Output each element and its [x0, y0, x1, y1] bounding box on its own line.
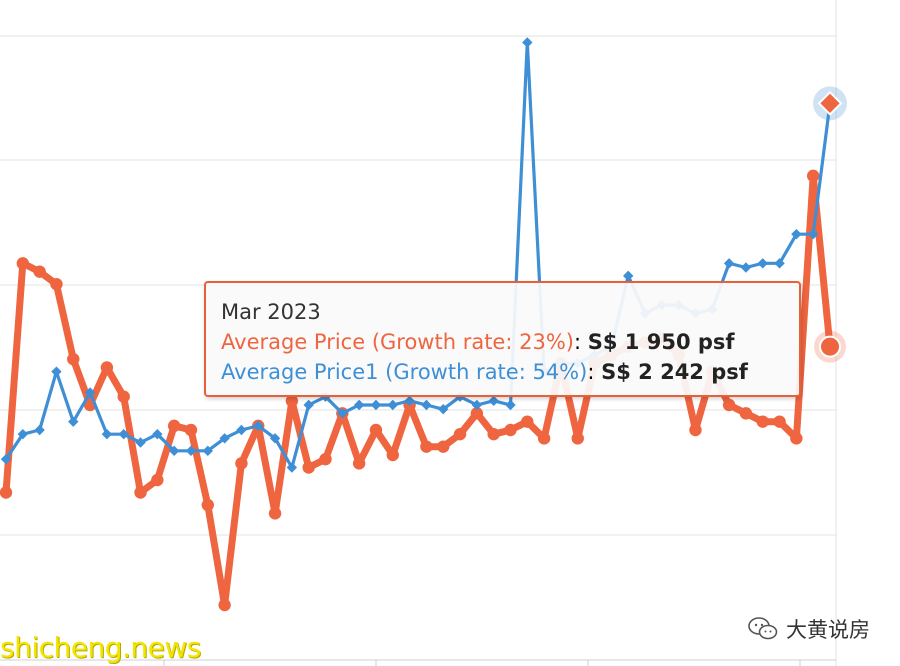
chart-tooltip: Mar 2023 Average Price (Growth rate: 23%…: [204, 281, 801, 397]
series-1-point-44: [740, 262, 752, 273]
series-0-point-4: [67, 352, 80, 366]
series-1-point-7: [118, 428, 129, 440]
series-0-point-47: [790, 432, 803, 445]
series-0-point-43: [722, 398, 736, 412]
series-1-point-37: [623, 270, 634, 282]
tooltip-value-average-price: S$ 1 950 psf: [587, 330, 735, 354]
series-0-point-19: [319, 452, 332, 466]
brand-badge: 大黄说房: [748, 614, 870, 644]
series-0-point-7: [117, 390, 130, 403]
series-1-point-5: [84, 387, 96, 398]
series-0-point-28: [470, 407, 484, 420]
series-0-point-25: [420, 440, 433, 453]
series-1-point-22: [370, 399, 382, 411]
series-1-point-12: [202, 445, 213, 457]
series-1-point-4: [68, 416, 79, 427]
series-1-point-10: [168, 445, 180, 457]
series-0-point-27: [453, 427, 467, 441]
series-1-point-21: [353, 399, 365, 411]
series-1-point-23: [387, 399, 398, 411]
series-1-point-29: [488, 395, 499, 407]
series-1-point-2: [34, 424, 45, 436]
series-1-point-11: [185, 445, 197, 457]
series-1-point-45: [757, 258, 768, 269]
series-0-point-23: [386, 448, 399, 462]
series-0-point-12: [201, 498, 214, 512]
series-1-point-6: [101, 428, 113, 440]
tooltip-row-average-price: Average Price (Growth rate: 23%): S$ 1 9…: [221, 330, 735, 354]
series-1-point-28: [471, 399, 483, 411]
series-1-point-31: [522, 37, 533, 48]
series-0-point-44: [739, 407, 753, 420]
series-1-point-1: [17, 428, 29, 440]
series-0-point-22: [369, 423, 383, 437]
series-0-point-9: [151, 473, 164, 487]
tooltip-row-average-price1: Average Price1 (Growth rate: 54%): S$ 2 …: [221, 360, 748, 384]
series-0-point-16: [268, 507, 282, 520]
series-1-point-43: [723, 258, 735, 269]
series-1-point-49: [817, 90, 843, 116]
series-0-point-32: [537, 432, 551, 445]
tooltip-title: Mar 2023: [221, 300, 321, 324]
series-1-point-30: [505, 399, 516, 411]
series-0-point-10: [167, 419, 181, 433]
series-0-point-34: [571, 432, 584, 445]
series-0-point-49: [819, 335, 841, 358]
series-1-point-13: [219, 433, 230, 444]
tooltip-value-average-price1: S$ 2 242 psf: [601, 360, 748, 384]
series-1-point-46: [774, 258, 785, 269]
series-0-point-41: [689, 423, 702, 437]
series-0-point-13: [218, 598, 231, 612]
series-0-point-30: [504, 423, 517, 437]
tooltip-label-average-price: Average Price (Growth rate: 23%): [221, 330, 574, 354]
series-1-point-16: [269, 433, 281, 444]
series-1-point-3: [51, 366, 62, 377]
series-1-point-9: [152, 428, 163, 440]
series-0-point-18: [302, 461, 315, 474]
series-1-point-24: [404, 395, 415, 407]
series-0-point-29: [487, 427, 500, 441]
series-0-point-8: [134, 486, 147, 499]
series-1-point-17: [286, 462, 298, 473]
series-0-point-31: [521, 415, 534, 428]
series-0-point-17: [285, 394, 299, 408]
series-0-point-1: [16, 257, 30, 270]
tooltip-label-average-price1: Average Price1 (Growth rate: 54%): [221, 360, 588, 384]
series-1-point-48: [807, 228, 819, 240]
series-1-point-47: [791, 228, 802, 240]
series-0-point-0: [0, 486, 13, 499]
series-1-point-14: [236, 424, 247, 436]
wechat-icon: [748, 617, 778, 640]
brand-name: 大黄说房: [786, 618, 870, 642]
series-1-point-26: [438, 403, 449, 415]
series-1-point-15: [253, 420, 264, 432]
series-1-point-8: [135, 437, 146, 448]
series-0-point-46: [773, 415, 786, 428]
series-0-point-21: [352, 457, 366, 470]
series-0-point-3: [50, 277, 63, 291]
series-1-point-18: [303, 399, 314, 411]
series-0-point-11: [184, 423, 198, 437]
series-0-point-2: [33, 265, 46, 278]
series-1-point-0: [0, 453, 12, 465]
series-0-point-14: [235, 457, 248, 470]
series-0-point-26: [437, 440, 450, 453]
series-0-point-48: [806, 169, 820, 183]
series-1-point-25: [421, 399, 432, 411]
watermark-text: shicheng.news: [0, 631, 201, 664]
series-0-point-6: [100, 361, 114, 374]
series-1-point-20: [337, 408, 348, 419]
series-0-point-45: [756, 415, 769, 428]
